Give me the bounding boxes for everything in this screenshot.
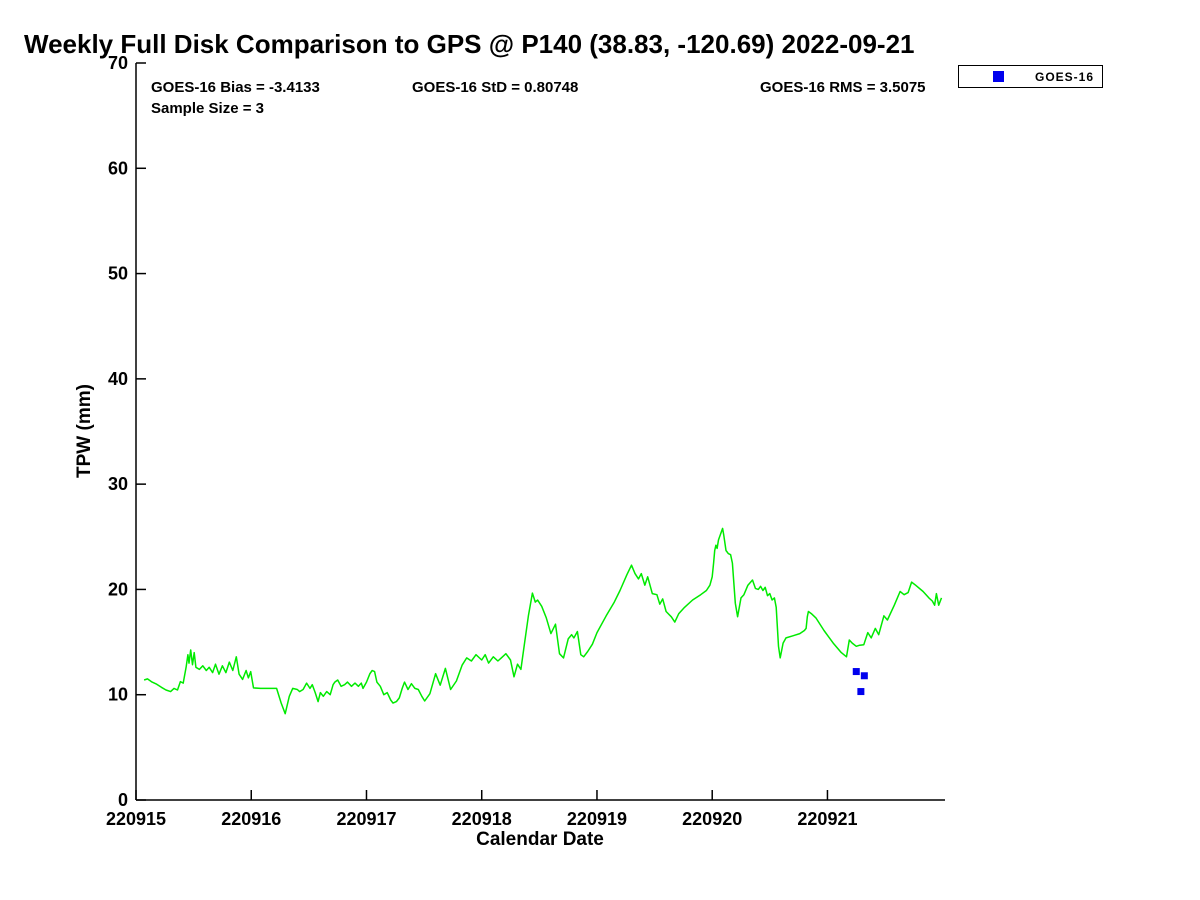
y-tick-label: 50 — [108, 264, 128, 284]
chart-title: Weekly Full Disk Comparison to GPS @ P14… — [24, 29, 915, 59]
x-axis-ticks: 220915 220916 220917 220918 220919 220920 2209… — [106, 790, 857, 829]
goes16-marker — [852, 668, 860, 676]
y-tick-label: 40 — [108, 369, 128, 389]
axes — [135, 63, 945, 801]
goes16-marker — [857, 688, 865, 696]
goes16-marker — [860, 672, 868, 680]
goes16-legend-marker-icon — [993, 71, 1004, 82]
x-tick-label: 220919 — [567, 809, 627, 829]
tpw-line — [143, 527, 943, 715]
x-tick-label: 220918 — [452, 809, 512, 829]
y-axis-ticks: 0 10 20 30 40 50 60 70 — [108, 53, 146, 810]
x-tick-label: 220920 — [682, 809, 742, 829]
x-tick-label: 220921 — [797, 809, 857, 829]
y-axis-label: TPW (mm) — [74, 384, 95, 478]
y-tick-label: 0 — [118, 790, 128, 810]
legend[interactable]: GOES-16 — [958, 65, 1103, 88]
y-tick-label: 10 — [108, 685, 128, 705]
x-tick-label: 220915 — [106, 809, 166, 829]
x-axis-label: Calendar Date — [476, 829, 604, 850]
y-tick-label: 20 — [108, 579, 128, 599]
y-tick-label: 60 — [108, 158, 128, 178]
goes16-markers — [852, 668, 868, 696]
y-tick-label: 30 — [108, 474, 128, 494]
x-tick-label: 220916 — [221, 809, 281, 829]
stat-sample-size: Sample Size = 3 — [151, 100, 264, 117]
legend-label: GOES-16 — [1035, 69, 1095, 84]
stat-rms: GOES-16 RMS = 3.5075 — [760, 79, 926, 96]
x-tick-label: 220917 — [336, 809, 396, 829]
stat-bias: GOES-16 Bias = -3.4133 — [151, 79, 320, 96]
stat-std: GOES-16 StD = 0.80748 — [412, 79, 579, 96]
y-tick-label: 70 — [108, 53, 128, 73]
tpw-line-series — [143, 527, 943, 715]
